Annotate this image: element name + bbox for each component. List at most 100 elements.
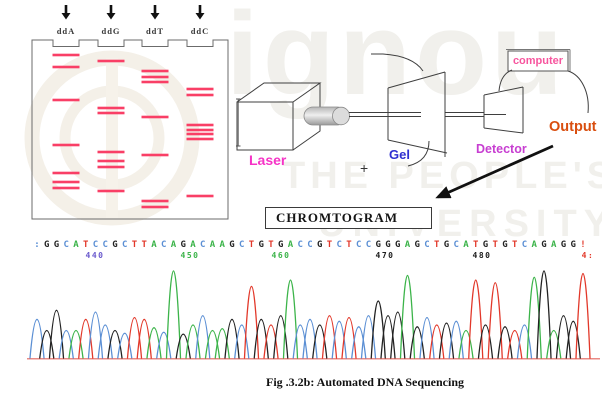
sequence-base: G (385, 240, 391, 250)
position-label: 450 (180, 251, 200, 260)
trace-peak (204, 330, 221, 359)
sequence-base: G (482, 240, 489, 250)
plus-sign: + (360, 160, 369, 176)
figure-caption: Fig .3.2b: Automated DNA Sequencing (265, 375, 465, 389)
sequence-base: T (326, 240, 333, 250)
sequence-base: A (551, 240, 557, 250)
trace-peak (487, 282, 503, 359)
trace-peak (399, 274, 416, 359)
output-label: Output (549, 119, 597, 135)
lane-arrow-icon (195, 13, 205, 20)
detector-to-computer-curve (498, 69, 513, 92)
sequence-base: A (151, 240, 157, 250)
trace-peak (292, 324, 308, 359)
sequence-base: T (141, 240, 147, 250)
trace-peak (429, 324, 445, 359)
sequence-base: : (34, 240, 40, 250)
sequence-base: G (541, 240, 547, 250)
computer-label: computer (512, 55, 564, 67)
trace-peak (468, 279, 484, 359)
trace-peak (234, 324, 250, 359)
sequence-base: C (161, 240, 167, 250)
sequence-base: C (92, 240, 99, 250)
sequence-base: A (463, 240, 469, 250)
trace-peak (536, 270, 552, 359)
trace-peak (58, 330, 74, 359)
sequence-base: G (502, 240, 508, 250)
trace-peak (263, 324, 279, 359)
trace-peak (214, 327, 230, 359)
trace-peak (136, 319, 152, 359)
lane-label: ddA (56, 26, 76, 36)
trace-peak (419, 317, 435, 359)
sequence-base: G (44, 240, 50, 250)
trace-peak (477, 324, 494, 359)
trace-peak (253, 319, 269, 359)
sequence-base: C (200, 240, 206, 250)
lane-label: ddC (190, 26, 210, 36)
chromatogram-title-box: CHROMTOGRAM (265, 207, 432, 229)
trace-peak (97, 324, 113, 359)
trace-peak (165, 270, 182, 359)
sequence-base: G (229, 240, 235, 250)
sequence-base: G (570, 240, 576, 250)
trace-peak (409, 326, 425, 359)
trace-peak (516, 324, 533, 359)
trace-peak (156, 331, 172, 359)
gel-label: Gel (389, 147, 410, 162)
laser-beam (349, 112, 506, 117)
trace-peak (117, 332, 133, 359)
sequence-base: G (317, 240, 323, 250)
sequence-base: G (375, 240, 381, 250)
trace-peak (39, 330, 55, 359)
sequence-base: T (492, 240, 498, 250)
sequence-base: ! (580, 240, 586, 250)
laser-box-icon (236, 82, 322, 151)
trace-peak (331, 320, 347, 359)
lane-arrow-icon (61, 13, 71, 20)
sequence-base: A (190, 240, 196, 250)
sequence-base: T (268, 240, 274, 250)
lane-label: ddG (101, 26, 121, 36)
trace-peak (175, 333, 191, 359)
sequence-base: A (287, 240, 294, 250)
trace-peak (565, 320, 581, 359)
trace-peak (126, 317, 143, 359)
gel-box-outline (31, 39, 229, 220)
sequence-base: G (414, 240, 420, 250)
trace-peak (360, 315, 377, 359)
sequence-base: C (307, 240, 313, 250)
lane-arrow-icon (198, 5, 202, 13)
trace-peak (107, 330, 123, 359)
computer-to-output-curve (567, 70, 589, 114)
sequence-base: A (209, 240, 216, 250)
trace-peak (87, 311, 104, 359)
trace-peak (380, 315, 396, 359)
sequence-base: C (453, 240, 459, 250)
trace-peak (68, 330, 84, 359)
chromatogram-trace (27, 270, 600, 360)
sequence-base: C (365, 240, 372, 250)
lane-arrow-icon (150, 13, 160, 20)
sequence-base: G (53, 240, 60, 250)
computer-box (507, 50, 569, 72)
trace-peak (243, 285, 260, 359)
trace-peak (507, 330, 523, 359)
trace-peak (575, 272, 591, 359)
sequence-base: T (473, 240, 479, 250)
sequence-base: T (131, 240, 138, 250)
sequence-base: G (395, 240, 401, 250)
sequence-base: T (346, 240, 352, 250)
trace-peak (29, 319, 45, 359)
trace-peak (282, 279, 299, 359)
trace-peak (321, 315, 338, 359)
sequence-base: C (122, 240, 128, 250)
sequence-base: C (336, 240, 342, 250)
lane-arrow-icon (153, 5, 157, 13)
sequence-base: C (521, 240, 528, 250)
trace-peak (546, 330, 562, 359)
trace-peak (48, 309, 65, 359)
trace-peak (224, 319, 240, 359)
watermark-word: ignou (226, 0, 568, 120)
